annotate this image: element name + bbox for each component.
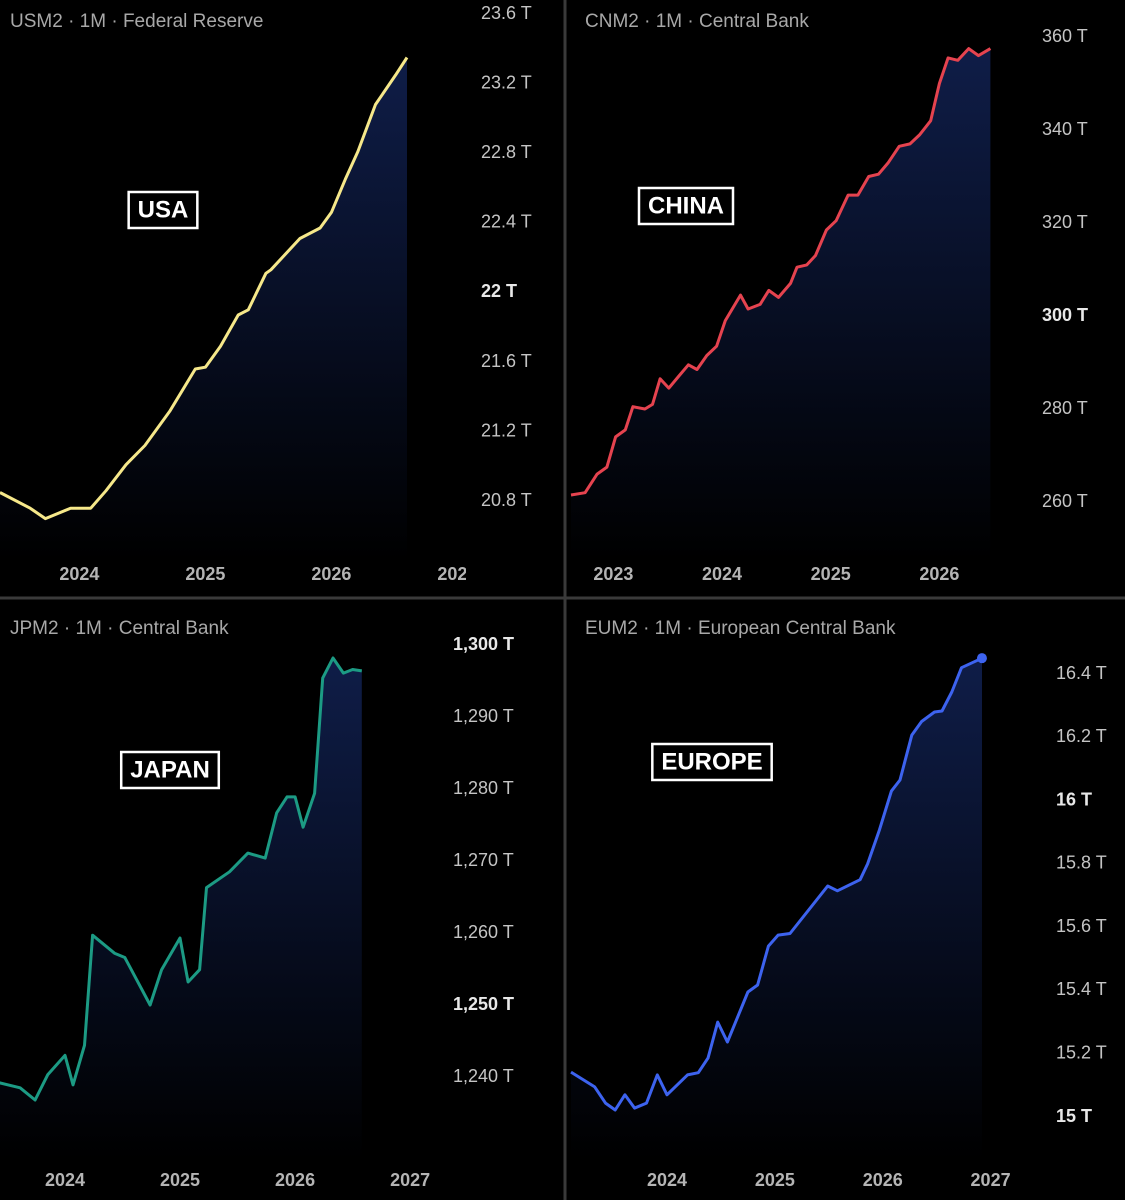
last-point xyxy=(976,653,987,664)
y-tick-label: 300 T xyxy=(1042,305,1088,325)
x-axis: 2024 2025 2026 2027 xyxy=(45,1170,430,1190)
x-tick-label: 2024 xyxy=(702,564,742,584)
y-tick-label: 21.6 T xyxy=(481,351,532,371)
y-tick-label: 21.2 T xyxy=(481,420,532,440)
x-tick-label: 2027 xyxy=(437,564,477,584)
x-tick-label: 2026 xyxy=(919,564,959,584)
chart-title: JPM2 · 1M · Central Bank xyxy=(10,618,229,639)
y-tick-label: 1,290 T xyxy=(453,706,514,726)
x-tick-label: 2024 xyxy=(647,1170,687,1190)
x-tick-label: 2024 xyxy=(45,1170,85,1190)
annotation: JAPAN xyxy=(130,756,210,783)
line xyxy=(570,656,983,1112)
y-tick-label: 22 T xyxy=(481,281,517,301)
x-tick-label: 2025 xyxy=(755,1170,795,1190)
annotation-box xyxy=(119,750,221,790)
area xyxy=(571,658,982,1160)
annotation: CHINA xyxy=(648,192,724,219)
x-tick-label: 2026 xyxy=(311,564,351,584)
y-tick-label: 15.2 T xyxy=(1056,1042,1107,1062)
y-tick-label: 260 T xyxy=(1042,491,1088,511)
x-tick-label: 2026 xyxy=(275,1170,315,1190)
y-tick-label: 22.8 T xyxy=(481,142,532,162)
line xyxy=(570,47,992,497)
chart-title: CNM2 · 1M · Central Bank xyxy=(585,11,809,32)
x-axis: 2023 2024 2025 2026 xyxy=(593,564,959,584)
x-tick-label: 2027 xyxy=(971,1170,1011,1190)
chart-title: USM2 · 1M · Federal Reserve xyxy=(10,11,263,32)
y-tick-label: 1,260 T xyxy=(453,922,514,942)
chart-title: EUM2 · 1M · European Central Bank xyxy=(585,618,896,639)
annotation-box xyxy=(651,742,773,782)
x-axis: 2024 2025 2026 2027 xyxy=(647,1170,1011,1190)
x-tick-label: 2025 xyxy=(811,564,851,584)
x-tick-label: 2025 xyxy=(185,564,225,584)
area xyxy=(0,658,362,1160)
x-tick-label: 2027 xyxy=(390,1170,430,1190)
y-tick-label: 20.8 T xyxy=(481,490,532,510)
line xyxy=(0,56,409,521)
y-tick-label: 1,300 T xyxy=(453,634,514,654)
x-tick-label: 2026 xyxy=(863,1170,903,1190)
x-tick-label: 2023 xyxy=(593,564,633,584)
area xyxy=(571,48,991,560)
x-tick-label: 2024 xyxy=(59,564,99,584)
y-tick-label: 340 T xyxy=(1042,119,1088,139)
annotation: EUROPE xyxy=(661,748,762,775)
y-tick-label: 23.2 T xyxy=(481,72,532,92)
annotation-box xyxy=(637,186,735,226)
y-tick-label: 1,250 T xyxy=(453,994,514,1014)
line xyxy=(0,656,363,1102)
y-tick-label: 22.4 T xyxy=(481,212,532,232)
y-tick-label: 280 T xyxy=(1042,398,1088,418)
y-tick-label: 15.4 T xyxy=(1056,979,1107,999)
y-tick-label: 1,240 T xyxy=(453,1066,514,1086)
y-tick-label: 15.8 T xyxy=(1056,853,1107,873)
y-tick-label: 16 T xyxy=(1056,789,1092,809)
x-tick-label: 2025 xyxy=(160,1170,200,1190)
y-tick-label: 15 T xyxy=(1056,1106,1092,1126)
y-tick-label: 16.2 T xyxy=(1056,726,1107,746)
y-tick-label: 1,270 T xyxy=(453,850,514,870)
annotation: USA xyxy=(138,196,189,223)
y-tick-label: 360 T xyxy=(1042,26,1088,46)
x-axis: 2024 2025 2026 2027 xyxy=(59,564,477,584)
y-tick-label: 23.6 T xyxy=(481,3,532,23)
annotation-box xyxy=(127,190,199,230)
y-tick-label: 15.6 T xyxy=(1056,916,1107,936)
area xyxy=(0,57,407,560)
y-tick-label: 16.4 T xyxy=(1056,663,1107,683)
y-tick-label: 320 T xyxy=(1042,212,1088,232)
y-tick-label: 1,280 T xyxy=(453,778,514,798)
